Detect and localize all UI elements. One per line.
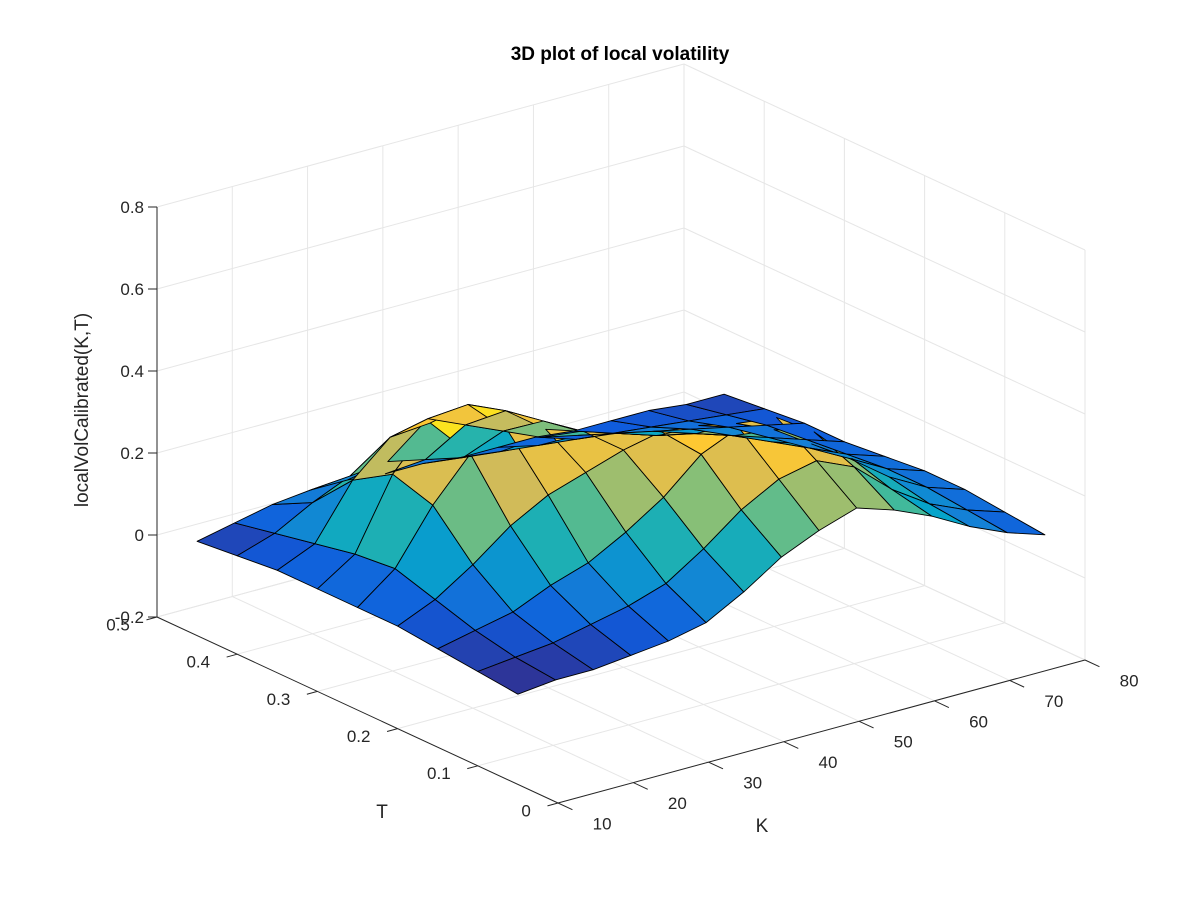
t-tick-mark (547, 802, 559, 807)
back-wall-grid-line-z (156, 145, 685, 290)
k-tick-mark (858, 720, 874, 729)
side-wall-grid-line-z (683, 309, 1086, 497)
k-tick-label: 10 (593, 814, 612, 833)
k-tick-mark (557, 802, 573, 811)
t-axis-line (156, 616, 559, 804)
t-tick-mark (226, 653, 238, 658)
y-axis-label: T (376, 802, 388, 823)
back-wall-grid-line-z (156, 309, 685, 454)
k-tick-mark (708, 761, 724, 770)
k-axis-line (557, 659, 1086, 804)
z-tick-label: 0.8 (120, 198, 144, 217)
back-wall-grid-line-z (156, 63, 685, 208)
x-axis-label: K (756, 816, 769, 837)
k-tick-mark (1009, 679, 1025, 688)
k-tick-label: 70 (1044, 692, 1063, 711)
z-tick-label: 0.6 (120, 280, 144, 299)
t-tick-label: 0 (521, 801, 530, 820)
t-tick-label: 0.5 (106, 615, 130, 634)
z-tick-label: 0.2 (120, 444, 144, 463)
t-tick-mark (467, 765, 478, 770)
floor-grid-line-k (232, 596, 634, 784)
chart-title: 3D plot of local volatility (511, 44, 730, 65)
side-wall-grid-line-z (683, 227, 1086, 415)
t-tick-mark (386, 728, 398, 732)
t-tick-mark (306, 690, 318, 695)
t-tick-label: 0.2 (347, 727, 371, 746)
k-tick-label: 20 (668, 794, 687, 813)
k-tick-label: 30 (743, 774, 762, 793)
z-tick-label: -0.2 (115, 608, 144, 627)
k-tick-mark (633, 782, 648, 790)
side-wall-grid-line-z (683, 63, 1086, 251)
floor-grid-line-t (397, 585, 925, 730)
z-tick-label: 0.4 (120, 362, 144, 381)
t-tick-label: 0.4 (186, 653, 210, 672)
z-tick-label: 0 (135, 526, 144, 545)
back-wall-grid-line-z (156, 227, 685, 372)
floor-grid-line-t (477, 622, 1005, 767)
k-tick-label: 60 (969, 712, 988, 731)
k-tick-label: 80 (1120, 671, 1139, 690)
surface-face (966, 509, 1046, 536)
k-tick-mark (783, 741, 799, 749)
k-tick-label: 50 (894, 733, 913, 752)
k-tick-label: 40 (819, 753, 838, 772)
k-tick-mark (934, 700, 950, 709)
tick-labels: 10 20 30 40 50 60 70 80 0 0.1 0.2 0.3 0.4 0.5-0.2 0 0.2… (106, 198, 1138, 833)
z-axis-label: localVolCalibrated(K,T) (72, 313, 93, 507)
t-tick-label: 0.3 (267, 690, 291, 709)
t-tick-label: 0.1 (427, 764, 451, 783)
surface-plot (196, 393, 1046, 695)
axis-lines (146, 206, 1100, 811)
side-wall-grid-line-z (683, 145, 1086, 333)
k-tick-mark (1084, 659, 1100, 668)
